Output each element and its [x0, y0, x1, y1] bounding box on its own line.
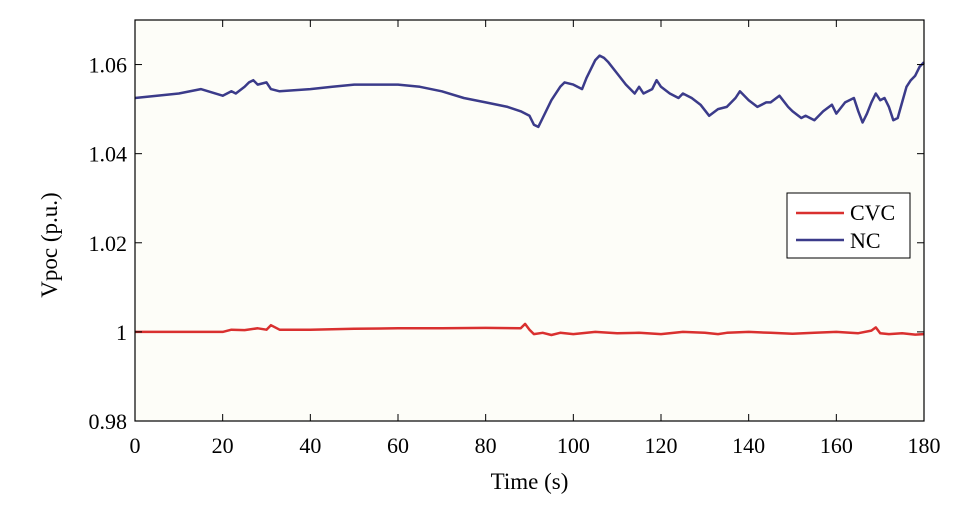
x-tick-label: 160: [820, 433, 853, 458]
x-tick-label: 180: [908, 433, 941, 458]
x-tick-label: 0: [130, 433, 141, 458]
y-tick-label: 1.06: [89, 53, 128, 78]
x-tick-label: 40: [299, 433, 321, 458]
x-tick-label: 140: [732, 433, 765, 458]
y-tick-label: 1: [116, 320, 127, 345]
x-tick-label: 120: [645, 433, 678, 458]
x-axis-title: Time (s): [491, 469, 569, 494]
series-layer: [134, 54, 925, 337]
x-tick-label: 20: [212, 433, 234, 458]
legend-box: [786, 192, 911, 259]
legend-label-nc: NC: [850, 228, 881, 253]
legend: CVC NC: [786, 192, 911, 259]
x-tick-label: 60: [387, 433, 409, 458]
x-tick-label: 100: [557, 433, 590, 458]
y-axis-title: Vpoc (p.u.): [37, 192, 62, 297]
ticks-layer: 0 20 40 60 80 100 120 140 160 180 0.98 1 1.02 1.04 1.0…: [89, 20, 941, 458]
y-tick-label: 1.04: [89, 142, 128, 167]
legend-label-cvc: CVC: [850, 200, 895, 225]
plot-frame: [134, 19, 925, 422]
series-line-nc: [134, 54, 925, 129]
x-tick-label: 80: [475, 433, 497, 458]
series-line-cvc: [135, 322, 925, 337]
y-tick-label: 0.98: [89, 409, 128, 434]
y-tick-label: 1.02: [89, 231, 128, 256]
